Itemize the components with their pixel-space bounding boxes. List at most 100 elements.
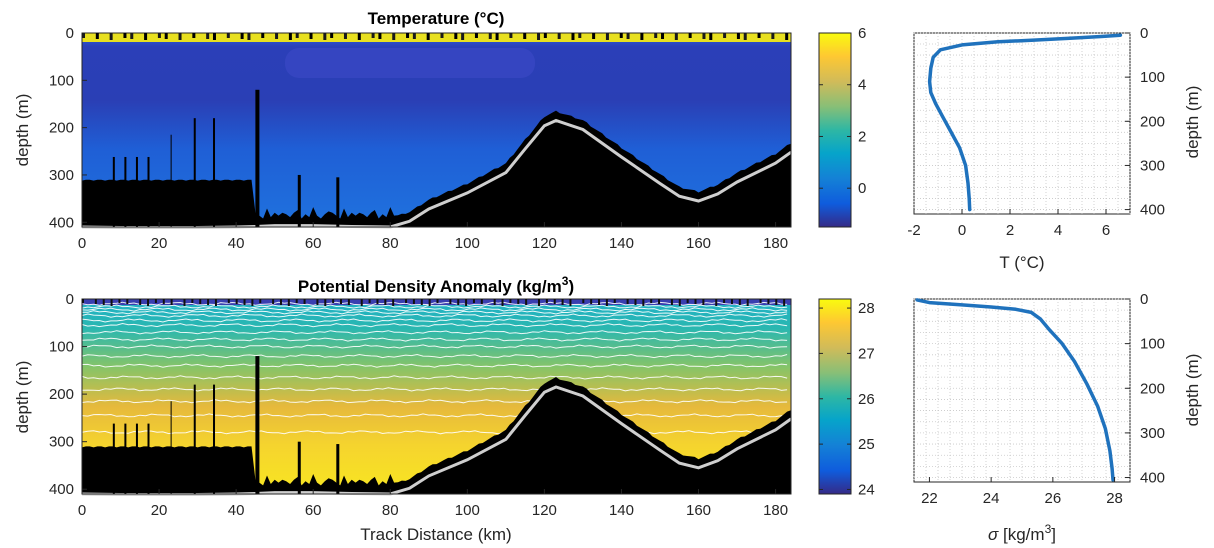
temperature-surface-speckle (109, 33, 113, 40)
temperature-title: Temperature (°C) (368, 9, 505, 28)
temperature-surface-speckle (661, 33, 665, 39)
density-surface-speckle (303, 299, 306, 304)
density-surface-speckle (678, 299, 681, 306)
temperature-surface-speckle (537, 33, 541, 40)
bathymetry-spike (135, 156, 138, 227)
temperature-ytick-label: 0 (66, 25, 74, 42)
density-contour-line (81, 313, 788, 318)
temperature-xtick-label: 160 (686, 235, 711, 252)
temperature-profile-xtick-label: 2 (1006, 222, 1014, 239)
temperature-surface-speckle (757, 33, 761, 38)
density-surface-speckle (723, 299, 726, 303)
density-contour-line (81, 307, 788, 312)
temperature-surface-speckle (771, 33, 775, 39)
density-ytick-label: 100 (49, 339, 74, 356)
temperature-ylabel: depth (m) (13, 94, 32, 167)
temperature-surface-speckle (412, 33, 416, 39)
bathymetry-spike (170, 134, 172, 227)
temperature-profile-ytick-label: 400 (1140, 202, 1165, 219)
temperature-surface-speckle (743, 33, 747, 40)
density-xlabel: Track Distance (km) (360, 525, 511, 544)
temperature-surface-speckle (523, 33, 527, 39)
temperature-xtick-label: 180 (763, 235, 788, 252)
temperature-profile-ytick-label: 300 (1140, 157, 1165, 174)
density-surface-speckle (82, 299, 84, 303)
density-profile-ytick-label: 200 (1140, 380, 1165, 397)
density-profile-xlabel: σ [kg/m3] (988, 522, 1056, 544)
density-surface-speckle (295, 299, 298, 303)
temperature-surface-speckle (426, 33, 430, 40)
density-surface-speckle (94, 299, 97, 304)
temperature-bathymetry-mask (82, 110, 791, 227)
temperature-surface-speckle (654, 33, 658, 38)
density-surface-speckle (384, 299, 387, 305)
bathymetry-spike (255, 356, 260, 494)
temperature-profile-xlabel: T (°C) (999, 253, 1044, 272)
density-surface-speckle (509, 299, 512, 303)
density-surface-speckle (154, 299, 157, 303)
density-ytick-label: 200 (49, 386, 74, 403)
density-surface-speckle (347, 299, 350, 305)
temperature-colorbar-label: 6 (858, 25, 866, 42)
density-contour-line (81, 330, 788, 335)
temperature-surface-speckle (619, 33, 623, 38)
bathymetry-spike (213, 118, 216, 227)
density-surface-speckle (634, 299, 637, 305)
density-xtick-label: 80 (382, 502, 399, 519)
temperature-colorbar-label: 4 (858, 77, 866, 94)
density-surface-speckle (783, 299, 786, 306)
temperature-surface-speckle (461, 33, 465, 40)
temperature-surface-speckle (709, 33, 713, 40)
temperature-profile-ytick-label: 0 (1140, 25, 1148, 42)
temperature-profile-ytick-label: 100 (1140, 69, 1165, 86)
density-contour-line (81, 375, 788, 380)
density-xtick-label: 120 (532, 502, 557, 519)
density-section: Potential Density Anomaly (kg/m3) 0 20 40 6… (13, 274, 875, 544)
density-contour-line (81, 322, 788, 328)
density-xtick-label: 100 (455, 502, 480, 519)
density-surface-speckle (569, 299, 572, 306)
temperature-surface-speckle (330, 33, 334, 38)
temperature-xtick-label: 120 (532, 235, 557, 252)
temperature-xtick-label: 80 (382, 235, 399, 252)
temperature-surface-speckle (626, 33, 630, 39)
temperature-xtick-label: 20 (151, 235, 168, 252)
density-surface-speckle (199, 299, 202, 304)
density-surface-speckle (582, 299, 585, 303)
density-surface-speckle (102, 299, 105, 305)
temperature-surface-speckle (488, 33, 492, 39)
bathymetry-spike (193, 384, 196, 494)
temperature-surface-speckle (226, 33, 230, 38)
temperature-ytick-label: 200 (49, 120, 74, 137)
density-bathymetry-mask (82, 377, 791, 494)
density-ylabel: depth (m) (13, 361, 32, 434)
density-surface-speckle (428, 299, 431, 306)
density-profile-xtick-label: 24 (983, 490, 1000, 507)
temperature-surface-speckle (157, 33, 161, 38)
temperature-surface-speckle (164, 33, 168, 39)
density-surface-speckle (332, 299, 335, 303)
temperature-surface-speckle (723, 33, 727, 38)
bathymetry-spike (147, 156, 150, 227)
density-colorbar-label: 26 (858, 391, 875, 408)
temperature-spikes (112, 89, 340, 227)
temperature-surface-speckle (474, 33, 478, 38)
density-surface-speckle (613, 299, 616, 303)
temperature-surface-speckle (702, 33, 706, 39)
density-surface-speckle (272, 299, 275, 304)
temperature-surface-speckle (123, 33, 127, 38)
density-surface-speckle (170, 299, 173, 305)
density-surface-speckle (605, 299, 608, 306)
density-contours (81, 301, 788, 435)
density-surface-speckle (686, 299, 689, 303)
density-surface-speckle (405, 299, 408, 303)
density-surface-speckle (465, 299, 468, 306)
temperature-surface-speckle (557, 33, 561, 39)
bathymetry-spike (297, 174, 301, 227)
density-surface-speckle (715, 299, 718, 306)
bathymetry-spike (124, 423, 127, 494)
temperature-colorbar-label: 0 (858, 180, 866, 197)
density-ytick-label: 300 (49, 434, 74, 451)
bathymetry-spike (135, 423, 138, 494)
density-surface-speckle (316, 299, 319, 305)
